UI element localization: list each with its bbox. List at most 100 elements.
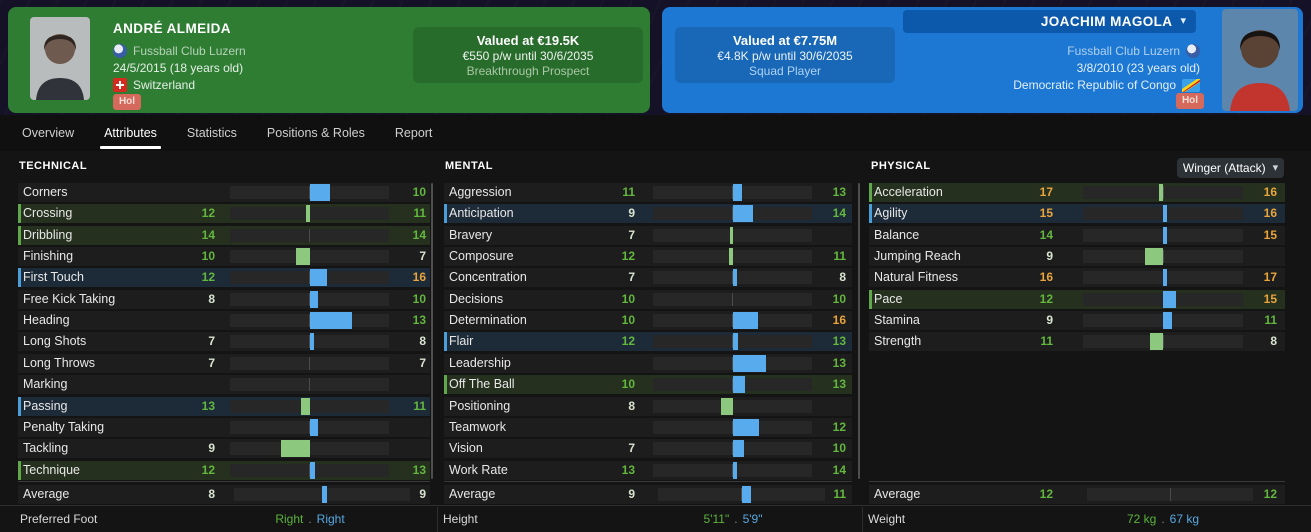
row-highlight-edge <box>18 268 21 288</box>
bar-center-divider <box>309 356 310 370</box>
bar-segment-green <box>1159 184 1163 201</box>
tab-overview[interactable]: Overview <box>22 126 75 140</box>
attr-row-jumping-reach: Jumping Reach 9 <box>869 247 1285 267</box>
switzerland-flag-icon <box>113 78 127 92</box>
comparison-bar <box>230 418 389 436</box>
player-value-right: Valued at €7.75M <box>732 32 838 48</box>
bar-segment-blue <box>732 312 758 330</box>
bar-center-divider <box>732 292 733 306</box>
attribute-value-right: 10 <box>412 291 426 306</box>
role-selector-dropdown[interactable]: Winger (Attack) ▾ <box>1177 158 1284 178</box>
attribute-value-left: 12 <box>621 334 635 349</box>
comparison-bar <box>653 292 812 306</box>
attribute-value-left: 8 <box>628 398 635 413</box>
footer-value-right: 5'9" <box>742 512 763 526</box>
bar-segment-blue <box>732 354 766 372</box>
bar-segment-green <box>1150 333 1163 351</box>
attribute-label: Agility <box>874 206 908 221</box>
attr-row-decisions: Decisions 10 10 <box>444 289 852 309</box>
attr-row-finishing: Finishing 10 7 <box>18 247 430 267</box>
attribute-value-left <box>18 183 215 202</box>
attribute-label: Penalty Taking <box>23 419 105 434</box>
footer-value-left: Right <box>275 512 304 526</box>
attribute-label: Average <box>449 487 496 501</box>
comparison-bar <box>230 269 389 287</box>
bar-segment-blue <box>1163 290 1176 308</box>
attribute-value-right: 17 <box>1263 270 1277 285</box>
attribute-value-left <box>444 418 635 437</box>
bar-segment-blue <box>732 418 759 436</box>
attribute-value-right: 11 <box>413 206 426 221</box>
comparison-bar <box>230 184 389 201</box>
player-club-left: Fussball Club Luzern <box>133 44 246 58</box>
bar-center-divider <box>1169 488 1171 501</box>
column-scrollbar[interactable] <box>858 183 860 479</box>
attribute-value-left: 14 <box>201 227 215 242</box>
attribute-label: Bravery <box>449 227 493 242</box>
attr-row-marking: Marking <box>18 375 430 395</box>
bar-center-divider <box>732 399 733 413</box>
player-value-left: Valued at €19.5K <box>476 32 580 48</box>
bar-segment-blue <box>309 312 352 330</box>
attr-row-corners: Corners 10 <box>18 183 430 202</box>
club-badge-icon <box>113 44 127 58</box>
attribute-value-right: 13 <box>412 462 426 477</box>
attribute-value-left: 10 <box>621 291 635 306</box>
column-scrollbar[interactable] <box>431 183 433 479</box>
attribute-value-left: 9 <box>1046 249 1053 264</box>
attribute-value-left <box>444 354 635 373</box>
attribute-value-right: 13 <box>832 377 846 392</box>
row-highlight-edge <box>444 375 447 395</box>
tab-positions-roles[interactable]: Positions & Roles <box>266 126 365 140</box>
comparison-bar <box>1083 290 1243 308</box>
comparison-bar <box>1083 248 1243 266</box>
player-selector-right[interactable]: JOACHIM MAGOLA ▾ <box>903 10 1196 33</box>
attributes-column-physical: PHYSICAL Acceleration 17 16 Agility 15 16 Balan… <box>866 158 1311 508</box>
attribute-value-left: 15 <box>1039 206 1053 221</box>
attribute-label: Positioning <box>449 398 511 413</box>
bar-center-divider <box>309 378 310 392</box>
attribute-label: Balance <box>874 227 920 242</box>
comparison-bar <box>653 376 812 394</box>
section-title-technical: TECHNICAL <box>19 160 88 172</box>
tab-report[interactable]: Report <box>394 126 433 140</box>
attribute-value-right: 10 <box>832 441 846 456</box>
comparison-bar <box>230 356 389 370</box>
attribute-label: Dribbling <box>23 227 73 242</box>
tab-bar: Overview Attributes Statistics Positions & … <box>0 115 1311 151</box>
attribute-value-left: 10 <box>201 249 215 264</box>
attr-row-concentration: Concentration 7 8 <box>444 268 852 288</box>
bar-segment-blue <box>732 269 737 287</box>
comparison-bar <box>234 486 410 503</box>
comparison-bar <box>230 248 389 266</box>
attribute-label: Long Shots <box>23 334 87 349</box>
attribute-label: Technique <box>23 462 80 477</box>
tab-statistics[interactable]: Statistics <box>186 126 237 140</box>
attribute-label: Long Throws <box>23 355 96 370</box>
comparison-bar <box>230 290 389 308</box>
tab-attributes[interactable]: Attributes <box>100 115 161 151</box>
attribute-value-right: 14 <box>832 206 846 221</box>
chevron-down-icon: ▾ <box>1272 161 1279 174</box>
comparison-bar <box>230 228 389 242</box>
attr-row-tackling: Tackling 9 <box>18 439 430 459</box>
bar-segment-blue <box>732 205 753 223</box>
attribute-label: Natural Fitness <box>874 270 959 285</box>
attribute-label: Pace <box>874 291 903 306</box>
attr-row-pace: Pace 12 15 <box>869 289 1285 309</box>
bar-segment-green <box>295 248 310 266</box>
attribute-label: Off The Ball <box>449 377 515 392</box>
attribute-value-right: 8 <box>1270 334 1277 349</box>
footer-cell-height: Height 5'11". 5'9" <box>437 507 862 532</box>
value-box-right: Valued at €7.75M €4.8K p/w until 30/6/20… <box>675 27 895 83</box>
attribute-value-left: 7 <box>628 270 635 285</box>
row-highlight-edge <box>869 204 872 224</box>
attribute-value-left: 10 <box>621 377 635 392</box>
attribute-value-right: 13 <box>832 334 846 349</box>
attribute-value-left <box>18 311 215 330</box>
section-title-mental: MENTAL <box>445 160 494 172</box>
attribute-value-left: 7 <box>208 334 215 349</box>
attribute-value-right: 8 <box>839 270 846 285</box>
comparison-bar <box>653 226 812 244</box>
attr-row-leadership: Leadership 13 <box>444 353 852 373</box>
